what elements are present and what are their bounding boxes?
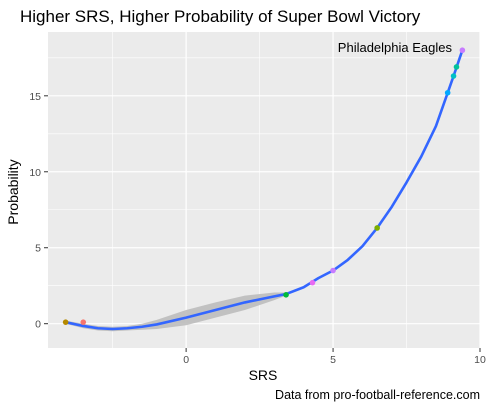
- data-point: [330, 267, 336, 274]
- data-point: [62, 319, 69, 325]
- y-tick-label: 5: [35, 243, 41, 255]
- data-point: [444, 89, 451, 96]
- fit-line: [64, 48, 464, 331]
- fit-line-layer: [64, 48, 464, 331]
- x-tick-label: 10: [474, 354, 486, 366]
- y-tick-label: 0: [35, 319, 41, 331]
- data-point: [459, 47, 466, 54]
- y-axis-label: Probability: [5, 159, 21, 224]
- x-tick-label: 5: [330, 354, 336, 366]
- data-point: [309, 279, 316, 286]
- data-point: [283, 292, 289, 298]
- x-axis-label: SRS: [249, 367, 278, 383]
- axis-ticks: 0 5 10 0 5 10 15: [29, 91, 486, 366]
- confidence-band-layer: [65, 292, 287, 332]
- data-points: [62, 47, 466, 325]
- data-point: [453, 64, 460, 70]
- data-source-caption: Data from pro-football-reference.com: [275, 388, 480, 402]
- data-point: [450, 73, 457, 79]
- annotation-label: Philadelphia Eagles: [338, 40, 453, 55]
- x-tick-label: 0: [183, 354, 189, 366]
- chart-title: Higher SRS, Higher Probability of Super …: [20, 7, 421, 26]
- confidence-band: [65, 292, 287, 332]
- y-tick-label: 15: [29, 91, 41, 103]
- data-point: [80, 319, 87, 325]
- grid-lines: [48, 32, 481, 348]
- data-point: [374, 225, 380, 231]
- y-tick-label: 10: [29, 167, 41, 179]
